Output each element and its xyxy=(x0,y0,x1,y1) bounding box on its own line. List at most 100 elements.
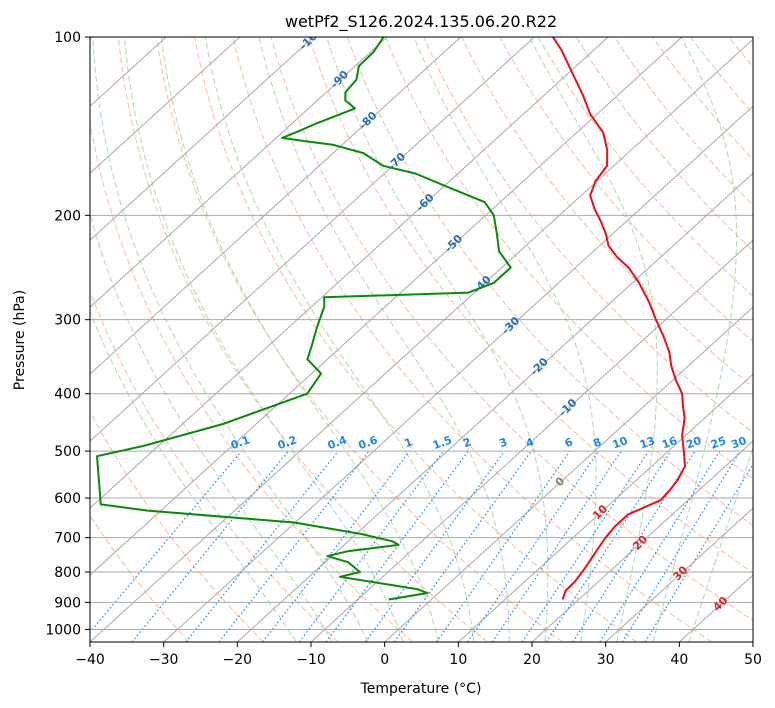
mixing-ratio-line xyxy=(90,450,242,634)
mixing-ratio-line xyxy=(218,450,370,642)
isotherm-line xyxy=(90,37,388,308)
dry-adiabat-line xyxy=(90,514,190,642)
mixing-ratio-line xyxy=(545,450,672,642)
dry-adiabat-line xyxy=(728,37,753,68)
isotherm-line xyxy=(90,37,314,241)
mixing-ratio-line xyxy=(131,450,289,642)
mixing-ratio-line xyxy=(364,450,506,642)
x-tick-label: −20 xyxy=(223,652,253,668)
moist-adiabat-line xyxy=(258,37,510,642)
mixing-ratio-label: 1.5 xyxy=(431,433,454,452)
dry-adiabat-line xyxy=(346,37,753,527)
mixing-ratio-label: 20 xyxy=(684,434,703,452)
dry-adiabat-line xyxy=(308,37,753,574)
x-tick-label: 10 xyxy=(449,652,467,668)
isotherm-line xyxy=(752,641,753,642)
dry-adiabat-line xyxy=(270,37,753,622)
y-tick-label: 1000 xyxy=(45,622,81,638)
x-tick-label: −30 xyxy=(149,652,179,668)
mixing-ratio-label: 8 xyxy=(592,435,604,450)
mixing-ratio-label: 4 xyxy=(524,435,536,450)
mixing-ratio-label: 13 xyxy=(638,434,657,451)
dry-adiabat-line xyxy=(385,37,753,480)
mixing-ratio-line xyxy=(393,450,532,642)
chart-title: wetPf2_S126.2024.135.06.20.R22 xyxy=(285,12,557,32)
mixing-ratio-line xyxy=(621,450,741,642)
isotherm-line xyxy=(163,105,753,642)
isotherm-line xyxy=(605,507,753,642)
x-tick-label: 20 xyxy=(523,652,541,668)
y-tick-label: 300 xyxy=(54,313,81,329)
x-tick-label: −10 xyxy=(296,652,326,668)
isotherm-line xyxy=(457,373,753,642)
x-tick-label: 50 xyxy=(744,652,762,668)
dry-adiabat-line xyxy=(652,37,753,161)
temperature-profile-line xyxy=(552,37,686,600)
mixing-ratio-label: 16 xyxy=(660,434,679,452)
mixing-ratio-label: 0.4 xyxy=(326,433,349,452)
profile-series xyxy=(96,37,686,601)
y-axis-ticks: 100 200 300 400 500 600 700 800 900 1000 xyxy=(45,30,90,638)
moist-adiabat-line xyxy=(124,37,404,642)
dry-adiabat-line xyxy=(90,290,339,642)
mixing-ratio-line xyxy=(599,450,721,642)
isotherm-line xyxy=(384,306,753,642)
dry-adiabat-line xyxy=(575,37,753,252)
mixing-ratio-line xyxy=(185,450,339,642)
isotherm-line xyxy=(90,37,609,509)
dry-adiabat-line xyxy=(232,37,712,642)
x-tick-label: 0 xyxy=(380,652,389,668)
y-tick-label: 200 xyxy=(54,208,81,224)
mixing-ratio-line xyxy=(298,450,445,642)
moist-adiabat-line xyxy=(413,37,597,642)
background-lines xyxy=(90,37,775,642)
y-tick-label: 100 xyxy=(54,30,81,46)
moist-adiabat-line xyxy=(90,212,333,642)
pressure-grid xyxy=(90,37,753,630)
mixing-ratio-line xyxy=(467,450,600,642)
moist-adiabat-line xyxy=(652,37,738,642)
y-tick-label: 700 xyxy=(54,531,81,547)
moist-adiabat-line xyxy=(92,37,369,642)
isotherm-line xyxy=(90,37,683,576)
dry-adiabat-line xyxy=(117,37,488,642)
moist-adiabat-line xyxy=(160,37,439,642)
mixing-ratio-label: 2 xyxy=(461,435,473,450)
y-tick-label: 900 xyxy=(54,595,81,611)
isotherm-line xyxy=(310,239,753,642)
isotherm-line xyxy=(90,37,462,375)
mixing-ratio-label: 36 xyxy=(750,434,769,452)
mixing-ratio-label: 25 xyxy=(709,434,728,451)
mixing-ratio-label: 30 xyxy=(730,434,749,452)
x-tick-label: −40 xyxy=(75,652,105,668)
dry-adiabat-line xyxy=(90,410,264,642)
isotherm-line xyxy=(236,172,753,642)
plot-frame xyxy=(89,36,754,643)
y-tick-label: 500 xyxy=(54,444,81,460)
y-tick-label: 600 xyxy=(54,491,81,507)
mixing-ratio-label: 0.1 xyxy=(229,433,252,452)
mixing-ratio-label: 10 xyxy=(611,434,630,452)
mixing-ratio-label: 6 xyxy=(563,435,575,450)
mixing-ratio-label: 1 xyxy=(403,435,415,450)
dry-adiabat-line xyxy=(690,37,753,115)
dry-adiabat-line xyxy=(90,119,414,642)
dewpoint-profile-line xyxy=(96,37,512,601)
isotherm-line xyxy=(90,38,753,642)
mixing-ratio-label: 0.6 xyxy=(357,433,380,452)
dry-adiabat-line xyxy=(194,37,638,642)
moist-adiabat-line xyxy=(326,37,549,642)
dry-adiabat-line xyxy=(461,37,753,388)
dry-adiabat-line xyxy=(767,37,775,642)
mixing-ratio-line xyxy=(644,462,753,642)
mixing-ratio-line xyxy=(262,450,411,642)
y-axis-label: Pressure (hPa) xyxy=(12,290,28,390)
dry-adiabat-line xyxy=(499,37,753,343)
mixing-ratio-label: 0.2 xyxy=(276,433,299,452)
isotherm-line xyxy=(90,37,535,442)
isotherm-line xyxy=(531,440,753,642)
x-tick-label: 40 xyxy=(670,652,688,668)
moist-adiabat-line xyxy=(204,37,475,642)
x-axis-ticks: −40 −30 −20 −10 0 10 20 30 40 50 xyxy=(75,642,762,668)
